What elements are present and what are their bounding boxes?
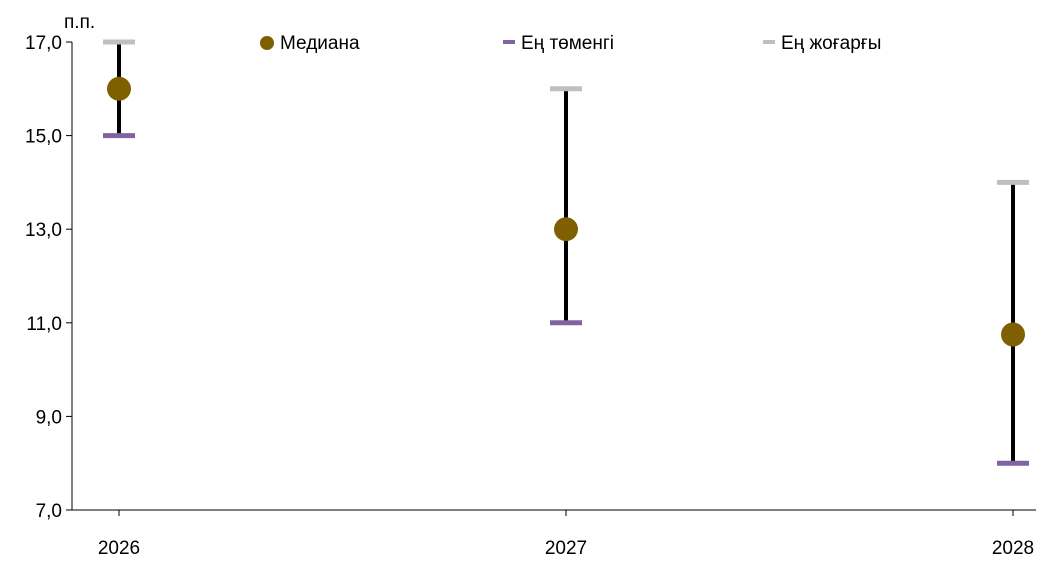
median-point — [1001, 322, 1025, 347]
y-tick-label: 9,0 — [36, 407, 62, 428]
axes: 7,0 9,0 11,0 13,0 15,0 17,0 2026 2027 2028 — [25, 33, 1036, 559]
y-tick-label: 15,0 — [25, 127, 62, 148]
median-point — [554, 217, 578, 242]
y-tick-label: 11,0 — [26, 314, 62, 335]
legend-max-label: Ең жоғарғы — [781, 33, 881, 54]
marks — [103, 39, 1029, 466]
x-tick-label: 2027 — [545, 538, 587, 559]
legend: Медиана Ең төменгі Ең жоғарғы — [260, 33, 881, 54]
median-point — [107, 76, 131, 101]
y-tick-label: 13,0 — [25, 220, 62, 241]
y-tick-label: 7,0 — [36, 501, 62, 522]
x-tick-label: 2026 — [98, 538, 140, 559]
legend-median-marker — [260, 36, 274, 50]
legend-min-label: Ең төменгі — [521, 33, 614, 54]
y-tick-label: 17,0 — [25, 33, 62, 54]
range-lines — [117, 42, 1015, 464]
legend-median-label: Медиана — [280, 33, 360, 54]
y-axis-unit-label: п.п. — [64, 12, 95, 33]
x-tick-label: 2028 — [992, 538, 1034, 559]
